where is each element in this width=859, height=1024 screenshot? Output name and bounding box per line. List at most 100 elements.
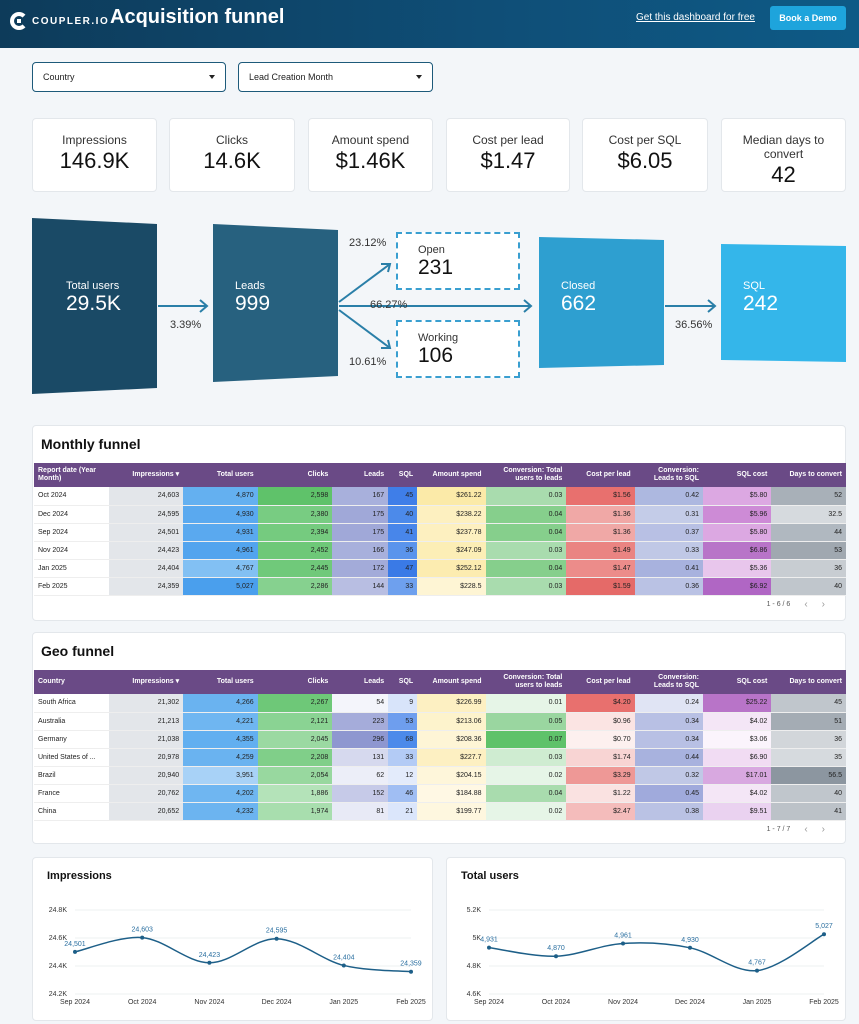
impressions-chart-panel: Impressions 24.8K 24.6K 24.4K 24.2K Sep 2024… [32, 857, 433, 1021]
chevron-right-icon[interactable]: › [821, 599, 825, 610]
table-cell: 21 [388, 802, 418, 821]
table-cell: 0.07 [485, 730, 567, 749]
table-row: Dec 2024 24,595 4,930 2,380 175 40 $238.22 0.04… [34, 505, 846, 524]
table-cell: 12 [388, 766, 418, 785]
table-cell: 24,423 [108, 541, 184, 560]
column-header[interactable]: Leads [332, 463, 389, 487]
kpi-label: Cost per SQL [608, 133, 682, 147]
table-cell: $1.47 [566, 559, 635, 578]
column-header[interactable]: SQL cost [702, 670, 772, 694]
column-header[interactable]: Days to convert [771, 670, 846, 694]
table-cell: 0.02 [485, 802, 567, 821]
lead-month-filter[interactable]: Lead Creation Month [238, 62, 433, 92]
table-cell: 0.37 [634, 523, 703, 542]
column-header[interactable]: Conversion: Total users to leads [485, 670, 567, 694]
pct-sql: 36.56% [675, 319, 713, 331]
column-header[interactable]: Country [34, 670, 109, 694]
table-row: Nov 2024 24,423 4,961 2,452 166 36 $247.09 0.03… [34, 541, 846, 560]
kpi-value: 42 [771, 162, 796, 187]
table-cell: 167 [332, 487, 389, 506]
table-cell: 4,266 [183, 694, 258, 713]
data-point [554, 954, 558, 959]
column-header[interactable]: SQL cost [702, 463, 772, 487]
table-cell: United States of ... [34, 748, 109, 767]
table-cell: 20,652 [108, 802, 184, 821]
funnel-value: 242 [743, 292, 779, 315]
column-header[interactable]: Conversion: Leads to SQL [634, 463, 703, 487]
table-cell: 24,501 [108, 523, 184, 542]
data-label: 5,027 [815, 923, 833, 930]
column-header[interactable]: Total users [183, 463, 258, 487]
table-cell: 152 [332, 784, 389, 803]
data-point [409, 969, 413, 974]
column-header[interactable]: Impressions ▾ [108, 463, 184, 487]
column-header[interactable]: Cost per lead [566, 670, 635, 694]
table-cell: 4,202 [183, 784, 258, 803]
y-tick-label: 24.6K [49, 935, 68, 942]
table-cell: $1.49 [566, 541, 635, 560]
table-cell: Germany [34, 730, 109, 749]
table-cell: $6.92 [702, 577, 772, 596]
kpi-label: Clicks [216, 133, 248, 147]
column-header[interactable]: SQL [388, 670, 418, 694]
table-cell: $247.09 [417, 541, 486, 560]
column-header[interactable]: Total users [183, 670, 258, 694]
column-header[interactable]: Cost per lead [566, 463, 635, 487]
column-header[interactable]: Amount spend [417, 463, 486, 487]
table-cell: 1,974 [257, 802, 333, 821]
column-header[interactable]: Impressions ▾ [108, 670, 184, 694]
kpi-median-days: Median days to convert 42 [721, 118, 846, 192]
table-cell: 36 [771, 559, 846, 578]
logo-text: COUPLER.IO [32, 15, 110, 27]
table-cell: $4.20 [566, 694, 635, 713]
column-header[interactable]: Conversion: Leads to SQL [634, 670, 703, 694]
impressions-chart-title: Impressions [47, 870, 112, 882]
table-cell: 4,931 [183, 523, 258, 542]
table-cell: Australia [34, 712, 109, 731]
table-cell: $228.5 [417, 577, 486, 596]
funnel-label: Leads [235, 280, 265, 292]
chevron-left-icon[interactable]: ‹ [804, 824, 808, 835]
table-row: Germany 21,038 4,355 2,045 296 68 $208.36 0.07 $… [34, 730, 846, 749]
table-cell: $226.99 [417, 694, 486, 713]
column-header[interactable]: Conversion: Total users to leads [485, 463, 567, 487]
book-demo-button[interactable]: Book a Demo [770, 6, 846, 30]
x-tick-label: Dec 2024 [262, 999, 292, 1006]
data-label: 24,603 [131, 927, 153, 934]
table-cell: $5.96 [702, 505, 772, 524]
column-header[interactable]: Days to convert [771, 463, 846, 487]
column-header[interactable]: Report date (Year Month) [34, 463, 109, 487]
table-cell: 0.04 [485, 559, 567, 578]
column-header[interactable]: Clicks [257, 463, 333, 487]
column-header[interactable]: Leads [332, 670, 389, 694]
table-cell: $17.01 [702, 766, 772, 785]
table-cell: 81 [332, 802, 389, 821]
column-header[interactable]: SQL [388, 463, 418, 487]
table-cell: 36 [388, 541, 418, 560]
table-cell: 4,355 [183, 730, 258, 749]
table-cell: $238.22 [417, 505, 486, 524]
table-cell: $3.06 [702, 730, 772, 749]
funnel-shape-closed [539, 237, 664, 368]
funnel-label: Working [418, 332, 459, 344]
funnel-closed: Closed 662 [561, 280, 596, 316]
table-cell: 45 [388, 487, 418, 506]
funnel-sql: SQL 242 [743, 280, 778, 316]
table-cell: 53 [771, 541, 846, 560]
y-tick-label: 24.2K [49, 991, 68, 998]
chevron-left-icon[interactable]: ‹ [804, 599, 808, 610]
table-cell: $261.22 [417, 487, 486, 506]
column-header[interactable]: Amount spend [417, 670, 486, 694]
data-point [621, 941, 625, 946]
table-cell: $252.12 [417, 559, 486, 578]
table-row: Oct 2024 24,603 4,870 2,598 167 45 $261.22 0.03… [34, 487, 846, 506]
column-header[interactable]: Clicks [257, 670, 333, 694]
data-label: 4,961 [614, 932, 632, 939]
x-tick-label: Nov 2024 [608, 999, 638, 1006]
funnel-total-users: Total users 29.5K [66, 280, 121, 316]
chevron-right-icon[interactable]: › [821, 824, 825, 835]
get-dashboard-link[interactable]: Get this dashboard for free [636, 12, 755, 23]
coupler-logo[interactable]: COUPLER.IO [10, 10, 109, 32]
country-filter[interactable]: Country [32, 62, 226, 92]
table-cell: $1.36 [566, 505, 635, 524]
